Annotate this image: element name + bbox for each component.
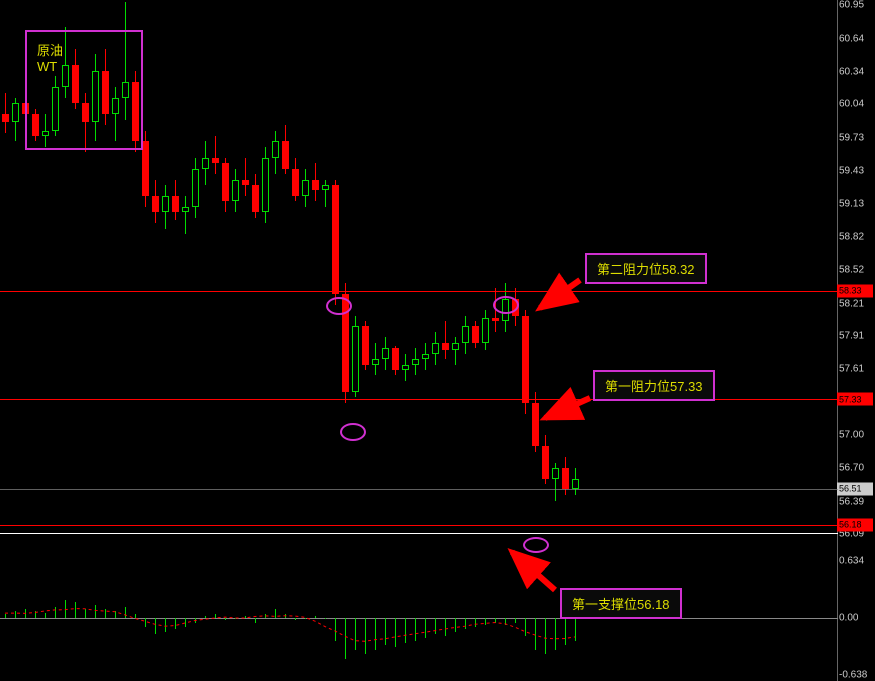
y-tick: 60.64 xyxy=(839,34,864,45)
y-axis: 60.95 60.64 60.34 60.04 59.73 59.43 59.13 58.82… xyxy=(837,0,873,555)
indicator-y-tick: 0.634 xyxy=(839,555,864,566)
y-tick: 60.04 xyxy=(839,99,864,110)
horizontal-line xyxy=(0,525,838,526)
ellipse-marker xyxy=(326,297,352,315)
y-marker: 56.18 xyxy=(837,518,873,531)
horizontal-line xyxy=(0,291,838,292)
y-tick: 58.82 xyxy=(839,232,864,243)
y-tick: 57.00 xyxy=(839,430,864,441)
y-tick: 56.39 xyxy=(839,496,864,507)
y-marker: 58.33 xyxy=(837,284,873,297)
ellipse-marker xyxy=(523,537,549,553)
y-tick: 59.43 xyxy=(839,165,864,176)
indicator-y-tick: -0.638 xyxy=(839,670,867,681)
y-tick: 57.91 xyxy=(839,331,864,342)
y-tick: 56.70 xyxy=(839,462,864,473)
ellipse-marker xyxy=(340,423,366,441)
annotation-box: 第一支撑位56.18 xyxy=(560,588,682,619)
title-label-1: 原油 xyxy=(37,40,131,59)
y-tick: 60.95 xyxy=(839,0,864,11)
title-box: 原油 WT xyxy=(25,30,143,150)
indicator-signal-line xyxy=(0,555,838,681)
y-tick: 59.13 xyxy=(839,198,864,209)
ellipse-marker xyxy=(493,296,519,314)
y-tick: 58.52 xyxy=(839,264,864,275)
annotation-box: 第二阻力位58.32 xyxy=(585,253,707,284)
price-chart: 原油 WT 60.9560.6460.3460.0459.7359.4359.1… xyxy=(0,0,838,555)
indicator-panel: 0.6340.00-0.638 xyxy=(0,555,838,681)
indicator-y-tick: 0.00 xyxy=(839,613,858,624)
y-marker: 57.33 xyxy=(837,393,873,406)
y-marker: 56.51 xyxy=(837,482,873,495)
title-label-2: WT xyxy=(37,59,131,74)
horizontal-line xyxy=(0,533,838,534)
current-price-line xyxy=(0,489,838,490)
y-tick: 59.73 xyxy=(839,133,864,144)
indicator-y-axis: 0.634 0.00 -0.638 xyxy=(837,555,873,681)
y-tick: 60.34 xyxy=(839,66,864,77)
y-tick: 57.61 xyxy=(839,363,864,374)
annotation-box: 第一阻力位57.33 xyxy=(593,370,715,401)
y-tick: 58.21 xyxy=(839,298,864,309)
